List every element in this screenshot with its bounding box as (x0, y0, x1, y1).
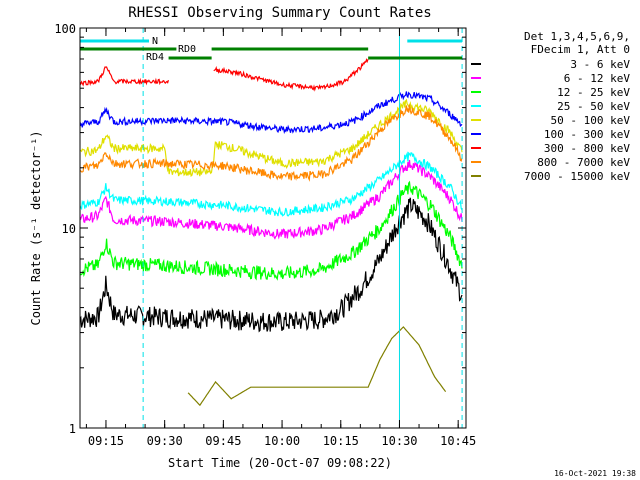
series-line-5 (80, 91, 463, 135)
legend-label-7: 800 - 7000 keV (537, 156, 630, 169)
y-tick-label-1: 10 (62, 222, 76, 236)
y-tick-label-0: 1 (69, 422, 76, 436)
x-axis-label: Start Time (20-Oct-07 09:08:22) (168, 456, 392, 470)
x-tick-label-3: 10:00 (264, 434, 300, 448)
legend-label-4: 50 - 100 keV (551, 114, 631, 127)
rd0-label: RD0 (178, 44, 196, 55)
y-axis-label: Count Rate (s⁻¹ detector⁻¹) (29, 130, 43, 325)
series-line-3 (80, 151, 463, 217)
x-tick-label-4: 10:15 (323, 434, 359, 448)
series-line-2 (80, 180, 463, 281)
plot-frame (79, 27, 467, 429)
series-line-7 (80, 104, 463, 182)
chart-title: RHESSI Observing Summary Count Rates (128, 5, 431, 21)
series-line-4 (80, 98, 463, 178)
legend-label-3: 25 - 50 keV (557, 100, 630, 113)
legend-label-2: 12 - 25 keV (557, 86, 630, 99)
legend-label-8: 7000 - 15000 keV (524, 170, 630, 183)
series-line-8 (187, 326, 447, 407)
legend-label-0: 3 - 6 keV (570, 58, 630, 71)
series-line-6 (80, 57, 369, 92)
legend-header-line-2: FDecim 1, Att 0 (531, 43, 630, 56)
timestamp: 16-Oct-2021 19:38 (554, 469, 636, 478)
night-label: N (152, 36, 158, 47)
y-tick-label-2: 100 (54, 22, 76, 36)
x-tick-label-6: 10:45 (440, 434, 476, 448)
series-line-1 (80, 159, 463, 240)
rd4-label: RD4 (146, 52, 164, 63)
x-tick-label-2: 09:45 (205, 434, 241, 448)
legend-header-line-1: Det 1,3,4,5,6,9, (524, 30, 630, 43)
series-line-0 (80, 197, 463, 333)
legend-label-5: 100 - 300 keV (544, 128, 630, 141)
plot-area (80, 57, 463, 407)
x-tick-label-0: 09:15 (88, 434, 124, 448)
x-tick-label-1: 09:30 (147, 434, 183, 448)
x-tick-label-5: 10:30 (381, 434, 417, 448)
legend-label-1: 6 - 12 keV (564, 72, 631, 85)
legend-label-6: 300 - 800 keV (544, 142, 630, 155)
